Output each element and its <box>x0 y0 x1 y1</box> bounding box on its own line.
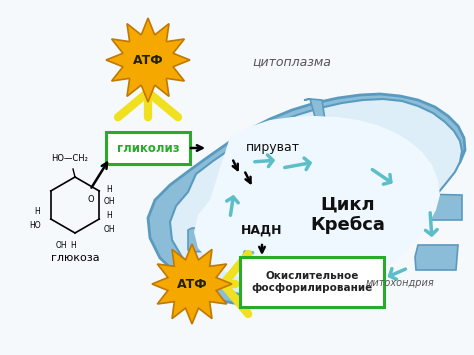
FancyBboxPatch shape <box>240 257 384 307</box>
Text: OH: OH <box>55 240 67 250</box>
Polygon shape <box>194 116 440 288</box>
Text: H: H <box>34 207 40 215</box>
Polygon shape <box>323 258 348 300</box>
Polygon shape <box>304 99 328 142</box>
Text: АТФ: АТФ <box>177 278 207 290</box>
Text: Окислительное
фосфорилирование: Окислительное фосфорилирование <box>251 271 373 293</box>
Text: H: H <box>106 185 112 193</box>
Text: OH: OH <box>103 224 115 234</box>
Polygon shape <box>152 244 232 324</box>
Polygon shape <box>188 228 230 252</box>
Text: OH: OH <box>103 197 115 206</box>
Text: НАДН: НАДН <box>241 224 283 236</box>
Text: Цикл
Кребса: Цикл Кребса <box>310 196 385 235</box>
Text: гликолиз: гликолиз <box>117 142 179 154</box>
Text: H: H <box>70 240 76 250</box>
Polygon shape <box>415 245 458 270</box>
Polygon shape <box>170 99 462 299</box>
Text: HO: HO <box>29 220 41 229</box>
Text: HO—CH₂: HO—CH₂ <box>52 154 89 163</box>
Text: АТФ: АТФ <box>133 54 164 66</box>
Polygon shape <box>148 94 465 304</box>
FancyBboxPatch shape <box>106 132 190 164</box>
Text: цитоплазма: цитоплазма <box>252 55 331 68</box>
Polygon shape <box>418 194 462 220</box>
Text: глюкоза: глюкоза <box>51 253 100 263</box>
Text: O: O <box>87 196 94 204</box>
Text: митохондрия: митохондрия <box>365 278 434 288</box>
Polygon shape <box>106 18 190 102</box>
Text: пируват: пируват <box>246 142 300 154</box>
Text: H: H <box>106 211 112 219</box>
